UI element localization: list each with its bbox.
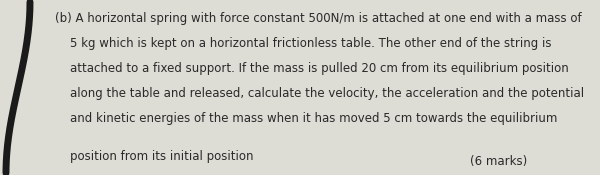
Text: position from its initial position: position from its initial position — [70, 150, 254, 163]
Text: and kinetic energies of the mass when it has moved 5 cm towards the equilibrium: and kinetic energies of the mass when it… — [70, 112, 557, 125]
Text: along the table and released, calculate the velocity, the acceleration and the p: along the table and released, calculate … — [70, 87, 584, 100]
Text: (b) A horizontal spring with force constant 500N/m is attached at one end with a: (b) A horizontal spring with force const… — [55, 12, 581, 25]
Text: attached to a fixed support. If the mass is pulled 20 cm from its equilibrium po: attached to a fixed support. If the mass… — [70, 62, 569, 75]
Text: 5 kg which is kept on a horizontal frictionless table. The other end of the stri: 5 kg which is kept on a horizontal frict… — [70, 37, 551, 50]
Text: (6 marks): (6 marks) — [470, 155, 527, 168]
